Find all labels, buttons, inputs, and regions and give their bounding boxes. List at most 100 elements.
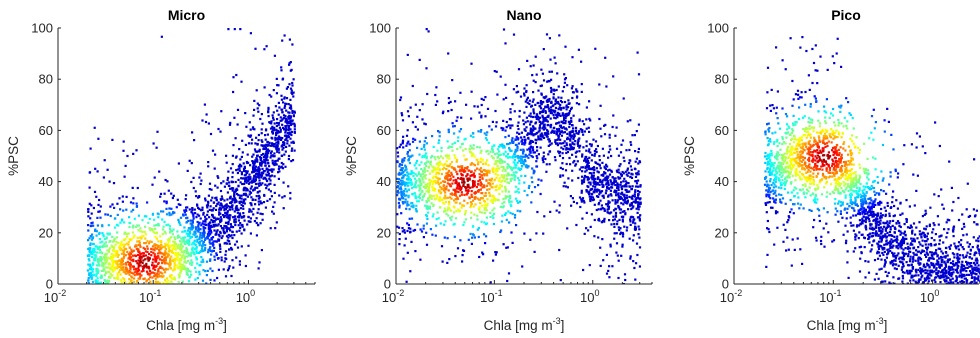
scatter-point bbox=[217, 268, 220, 271]
scatter-point bbox=[461, 165, 464, 168]
scatter-point bbox=[502, 243, 505, 246]
scatter-point bbox=[630, 143, 633, 146]
scatter-point bbox=[433, 156, 436, 159]
scatter-point bbox=[248, 121, 251, 124]
scatter-point bbox=[166, 262, 169, 265]
scatter-point bbox=[130, 256, 133, 259]
scatter-point bbox=[123, 247, 126, 250]
scatter-point bbox=[514, 166, 517, 169]
scatter-point bbox=[202, 220, 205, 223]
scatter-point bbox=[134, 270, 137, 273]
scatter-point bbox=[289, 69, 292, 72]
scatter-point bbox=[407, 155, 410, 158]
scatter-point bbox=[533, 250, 536, 253]
scatter-point bbox=[524, 155, 527, 158]
scatter-point bbox=[469, 186, 472, 189]
scatter-point bbox=[595, 208, 598, 212]
scatter-point bbox=[594, 47, 597, 50]
scatter-point bbox=[533, 112, 536, 115]
scatter-point bbox=[527, 136, 530, 139]
scatter-point bbox=[129, 265, 132, 268]
scatter-point bbox=[148, 269, 152, 272]
scatter-point bbox=[254, 150, 257, 153]
scatter-point bbox=[425, 184, 428, 188]
scatter-point bbox=[548, 140, 551, 143]
scatter-point bbox=[249, 176, 252, 179]
scatter-point bbox=[621, 185, 624, 188]
scatter-point bbox=[411, 121, 414, 124]
scatter-point bbox=[258, 167, 261, 170]
scatter-point bbox=[234, 218, 237, 221]
scatter-point bbox=[193, 139, 196, 142]
scatter-point bbox=[206, 210, 209, 213]
scatter-point bbox=[400, 163, 403, 166]
scatter-point bbox=[175, 245, 178, 248]
scatter-point bbox=[547, 138, 550, 141]
scatter-point bbox=[164, 267, 168, 270]
scatter-point bbox=[514, 190, 517, 194]
scatter-point bbox=[431, 180, 435, 183]
scatter-point bbox=[132, 265, 135, 268]
scatter-point bbox=[108, 247, 111, 250]
scatter-point bbox=[401, 200, 404, 204]
scatter-point bbox=[200, 248, 204, 251]
scatter-point bbox=[185, 194, 188, 197]
scatter-point bbox=[160, 244, 163, 247]
scatter-point bbox=[581, 217, 584, 220]
scatter-point bbox=[484, 194, 488, 197]
scatter-point bbox=[617, 183, 620, 186]
scatter-point bbox=[199, 231, 202, 234]
scatter-point bbox=[607, 194, 610, 197]
scatter-point bbox=[267, 106, 270, 109]
scatter-point bbox=[250, 196, 253, 199]
scatter-point bbox=[232, 76, 235, 79]
scatter-point bbox=[599, 127, 602, 130]
scatter-point bbox=[554, 106, 558, 109]
scatter-point bbox=[485, 171, 489, 174]
scatter-point bbox=[122, 263, 125, 266]
scatter-point bbox=[402, 257, 405, 260]
scatter-point bbox=[130, 210, 133, 213]
scatter-point bbox=[601, 207, 604, 210]
scatter-point bbox=[215, 230, 218, 233]
scatter-point bbox=[426, 92, 429, 96]
scatter-point bbox=[223, 224, 226, 228]
scatter-point bbox=[552, 113, 555, 117]
scatter-point bbox=[454, 193, 457, 196]
scatter-point bbox=[174, 258, 177, 261]
scatter-point bbox=[451, 79, 454, 82]
scatter-point bbox=[194, 226, 197, 229]
scatter-point bbox=[485, 173, 488, 176]
scatter-point bbox=[573, 134, 576, 138]
scatter-point bbox=[595, 167, 598, 170]
scatter-point bbox=[508, 221, 511, 224]
scatter-point bbox=[137, 267, 140, 270]
scatter-point bbox=[197, 227, 200, 230]
scatter-point bbox=[587, 150, 590, 153]
scatter-point bbox=[532, 126, 535, 129]
scatter-point bbox=[102, 269, 105, 272]
scatter-point bbox=[499, 205, 502, 208]
scatter-point bbox=[142, 269, 145, 272]
scatter-point bbox=[252, 180, 255, 183]
scatter-point bbox=[120, 257, 123, 260]
scatter-point bbox=[604, 167, 607, 171]
scatter-point bbox=[556, 131, 559, 134]
scatter-point bbox=[87, 239, 90, 242]
scatter-point bbox=[454, 156, 457, 159]
scatter-point bbox=[621, 235, 625, 238]
scatter-point bbox=[585, 161, 588, 164]
scatter-point bbox=[225, 154, 228, 157]
scatter-point bbox=[258, 179, 261, 182]
scatter-point bbox=[456, 183, 459, 186]
scatter-point bbox=[154, 257, 157, 260]
scatter-point bbox=[131, 226, 134, 229]
scatter-point bbox=[97, 203, 100, 206]
scatter-point bbox=[502, 28, 506, 31]
scatter-point bbox=[261, 167, 264, 170]
scatter-point bbox=[174, 252, 177, 255]
scatter-point bbox=[564, 120, 567, 123]
scatter-point bbox=[282, 181, 285, 184]
scatter-point bbox=[217, 233, 220, 236]
scatter-point bbox=[614, 177, 617, 180]
